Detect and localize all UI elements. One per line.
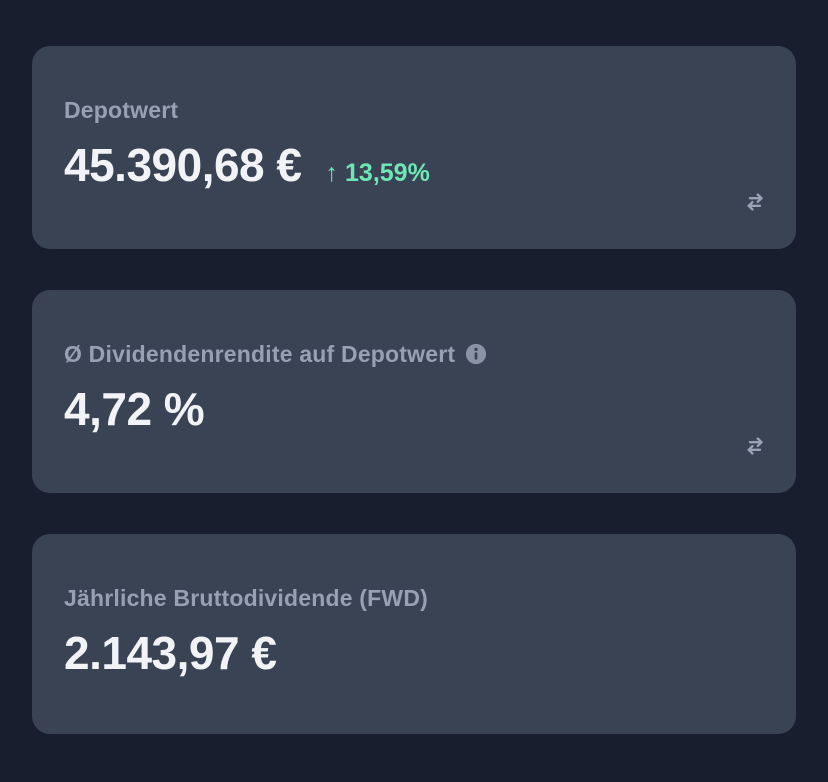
card-depotwert-value-row: 45.390,68 € ↑ 13,59% [64, 138, 764, 192]
card-depotwert: Depotwert 45.390,68 € ↑ 13,59% [32, 46, 796, 249]
card-bruttodividende: Jährliche Bruttodividende (FWD) 2.143,97… [32, 534, 796, 734]
up-arrow-icon: ↑ [325, 159, 339, 187]
card-bruttodividende-label: Jährliche Bruttodividende (FWD) [64, 584, 764, 612]
change-badge: ↑ 13,59% [326, 159, 430, 188]
swap-values-icon [743, 190, 767, 214]
card-dividendenrendite-label: Ø Dividendenrendite auf Depotwert [64, 340, 764, 368]
card-dividendenrendite-value-row: 4,72 % [64, 382, 764, 436]
card-dividendenrendite: Ø Dividendenrendite auf Depotwert 4,72 % [32, 290, 796, 493]
card-label-text: Ø Dividendenrendite auf Depotwert [64, 341, 456, 367]
card-label-text: Jährliche Bruttodividende (FWD) [64, 585, 428, 611]
swap-values-icon [743, 434, 767, 458]
info-icon [465, 343, 487, 365]
change-value: 13,59% [345, 159, 430, 187]
card-label-text: Depotwert [64, 97, 179, 123]
card-bruttodividende-value-row: 2.143,97 € [64, 626, 764, 680]
swap-values-button[interactable] [742, 189, 768, 215]
card-depotwert-label: Depotwert [64, 96, 764, 124]
card-bruttodividende-value: 2.143,97 € [64, 627, 277, 679]
card-depotwert-value: 45.390,68 € [64, 139, 302, 191]
swap-values-button[interactable] [742, 433, 768, 459]
info-button[interactable] [465, 343, 487, 365]
card-dividendenrendite-value: 4,72 % [64, 383, 205, 435]
